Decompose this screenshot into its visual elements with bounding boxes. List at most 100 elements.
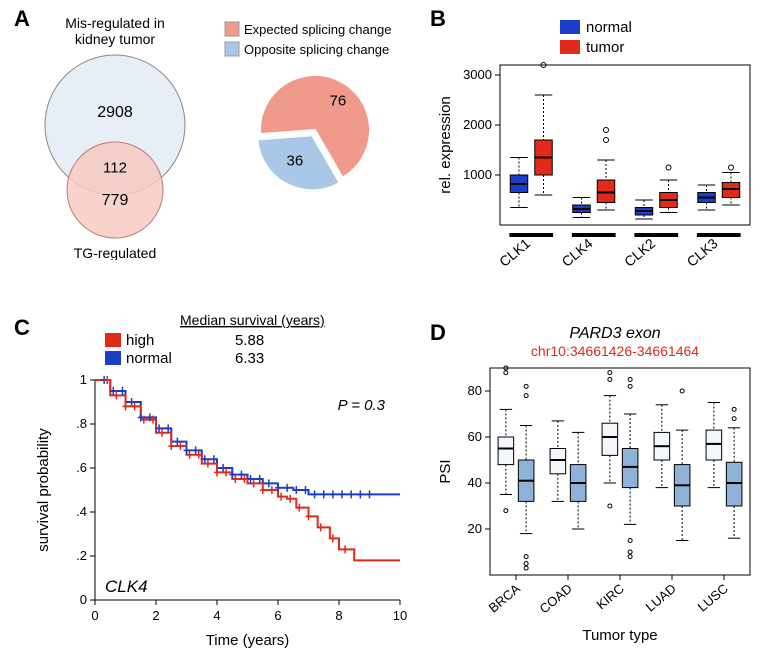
legend-tumor-text: tumor (586, 39, 624, 56)
outlier (608, 378, 612, 382)
legend-normal-value: 6.33 (235, 350, 264, 367)
venn-top-value: 2908 (97, 104, 133, 121)
pie-expected-value: 76 (330, 93, 347, 110)
outlier (608, 371, 612, 375)
outlier (628, 550, 632, 554)
panel-a: Mis-regulated inkidney tumor 2908 112 779 TG… (30, 10, 410, 260)
xtick-label: 0 (91, 608, 98, 623)
legend-normal-swatch (105, 351, 121, 365)
panel-d-title: PARD3 exon (569, 325, 660, 342)
ytick-label: 40 (468, 475, 482, 490)
legend-tumor-swatch (560, 40, 580, 54)
outlier (504, 509, 508, 513)
ytick-label: 1 (80, 372, 87, 387)
ytick-label: .8 (76, 416, 87, 431)
venn-bottom-circle (67, 142, 163, 238)
legend-high-value: 5.88 (235, 332, 264, 349)
ytick-label: 60 (468, 429, 482, 444)
outlier (680, 389, 684, 393)
xlabel: Tumor type (582, 627, 657, 644)
box (498, 437, 514, 465)
ytick-label: 80 (468, 383, 482, 398)
venn-bottom-value: 779 (102, 192, 129, 209)
xtick-label: 8 (335, 608, 342, 623)
panel-c: Median survival (years) high 5.88 normal 6.3… (30, 305, 410, 660)
legend-opposite-text: Opposite splicing change (244, 42, 389, 57)
outlier (628, 384, 632, 388)
venn-bottom-title: TG-regulated (74, 245, 156, 260)
cat-label: BRCA (486, 581, 524, 616)
outlier (524, 555, 528, 559)
outlier (628, 555, 632, 559)
panel-d-subtitle: chr10:34661426-34661464 (531, 343, 699, 359)
outlier (608, 504, 612, 508)
ytick-label: .2 (76, 548, 87, 563)
survival-header: Median survival (years) (180, 312, 325, 328)
legend-expected-swatch (225, 22, 239, 36)
xtick-label: 10 (393, 608, 407, 623)
outlier (524, 562, 528, 566)
ytick-label: 3000 (463, 67, 492, 82)
panel-d-svg: PARD3 exonchr10:34661426-34661464 20 40 60 8… (430, 320, 760, 660)
legend-normal-text: normal (586, 19, 632, 36)
cat-label: COAD (537, 581, 575, 617)
ylabel: PSI (437, 459, 454, 483)
outlier (504, 371, 508, 375)
legend-high-label: high (126, 332, 154, 349)
panel-c-label: C (14, 315, 30, 341)
xtick-label: 6 (274, 608, 281, 623)
ytick-label: 20 (468, 521, 482, 536)
panel-a-svg: Mis-regulated inkidney tumor 2908 112 779 TG… (30, 10, 410, 260)
legend-opposite-swatch (225, 42, 239, 56)
venn-top-title: Mis-regulated in (65, 15, 165, 31)
ytick-label: 0 (80, 592, 87, 607)
legend-normal-label: normal (126, 350, 172, 367)
ylabel: survival probability (35, 428, 52, 552)
pvalue: P = 0.3 (338, 397, 386, 414)
xlabel: Time (years) (206, 632, 290, 649)
legend-normal-swatch (560, 20, 580, 34)
cat-label: LUAD (643, 581, 679, 615)
cat-label: CLK2 (621, 235, 658, 270)
outlier (729, 165, 734, 170)
cat-label: CLK1 (496, 235, 533, 270)
ytick-label: 1000 (463, 167, 492, 182)
panel-b-svg: normal tumor 1000 2000 3000 rel. expression CL… (430, 10, 760, 280)
xtick-label: 2 (152, 608, 159, 623)
cat-label: CLK4 (559, 235, 596, 270)
box (706, 430, 722, 460)
cat-label: KIRC (593, 581, 626, 612)
box (597, 180, 615, 203)
legend-expected-text: Expected splicing change (244, 22, 391, 37)
box (550, 449, 566, 474)
panel-d: PARD3 exonchr10:34661426-34661464 20 40 60 8… (430, 320, 760, 660)
pie-opposite-value: 36 (287, 153, 304, 170)
outlier (604, 128, 609, 133)
outlier (524, 394, 528, 398)
panel-c-svg: Median survival (years) high 5.88 normal 6.3… (30, 305, 410, 660)
ylabel: rel. expression (437, 96, 454, 194)
outlier (604, 138, 609, 143)
outlier (732, 417, 736, 421)
venn-overlap-value: 112 (103, 160, 127, 177)
panel-b: normal tumor 1000 2000 3000 rel. expression CL… (430, 10, 760, 280)
outlier (666, 165, 671, 170)
panel-a-label: A (14, 6, 30, 32)
xtick-label: 4 (213, 608, 220, 623)
outlier (732, 407, 736, 411)
legend-high-swatch (105, 333, 121, 347)
outlier (628, 539, 632, 543)
box (602, 423, 618, 455)
venn-top-title: kidney tumor (75, 31, 155, 47)
cat-label: CLK3 (684, 235, 721, 270)
box (622, 449, 638, 488)
ytick-label: .4 (76, 504, 87, 519)
outlier (524, 566, 528, 570)
ytick-label: .6 (76, 460, 87, 475)
cat-label: LUSC (695, 581, 731, 615)
box (726, 462, 742, 506)
outlier (628, 378, 632, 382)
outlier (524, 384, 528, 388)
ytick-label: 2000 (463, 117, 492, 132)
gene-label: CLK4 (105, 577, 148, 596)
